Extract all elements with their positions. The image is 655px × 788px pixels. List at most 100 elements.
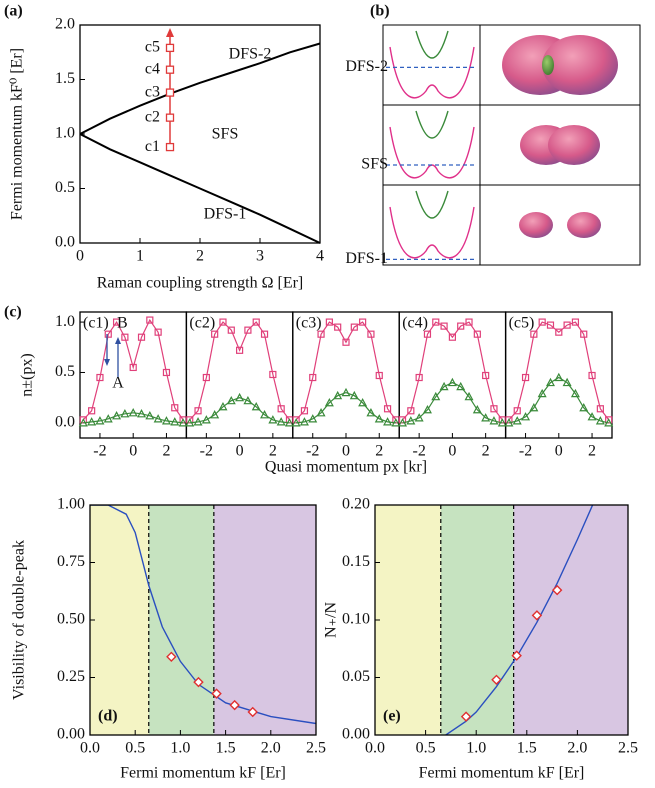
marker xyxy=(473,330,481,338)
panel-label: (d) xyxy=(98,708,118,725)
marker xyxy=(571,318,580,326)
boundary-line xyxy=(79,133,321,244)
region-band xyxy=(440,505,514,735)
marker xyxy=(537,388,547,398)
marker xyxy=(276,417,286,426)
marker xyxy=(334,323,342,331)
diagram-frame xyxy=(382,24,641,266)
data-point xyxy=(193,676,204,688)
y-tick-label: 0.00 xyxy=(57,726,85,743)
marker xyxy=(391,418,401,427)
point xyxy=(165,88,175,97)
y-tick-label: 0.5 xyxy=(55,179,75,196)
marker xyxy=(431,391,441,401)
marker xyxy=(489,416,499,425)
facet-title: (c2) xyxy=(189,315,215,332)
marker xyxy=(398,418,408,427)
marker xyxy=(366,408,376,417)
marker xyxy=(193,417,203,426)
marker xyxy=(317,330,325,338)
arrow-head xyxy=(166,28,174,37)
annotation-arrowhead xyxy=(115,337,121,344)
marker xyxy=(513,407,521,415)
marker xyxy=(341,387,351,397)
marker xyxy=(87,417,97,426)
fermi-surface xyxy=(519,212,553,238)
marker xyxy=(464,391,474,401)
series-line xyxy=(83,412,184,424)
marker xyxy=(422,405,432,414)
region-band xyxy=(90,505,149,735)
boundary-line xyxy=(79,42,321,135)
x-tick-label: 2.0 xyxy=(261,740,281,757)
marker xyxy=(300,407,309,415)
y-tick-label: 2.0 xyxy=(55,16,75,33)
data-point xyxy=(511,650,522,661)
x-tick-label: 2 xyxy=(162,443,170,460)
marker xyxy=(439,381,449,391)
marker xyxy=(440,322,448,330)
marker xyxy=(538,318,546,326)
marker xyxy=(277,405,285,413)
x-tick-label: 0 xyxy=(342,443,350,460)
data-point xyxy=(166,651,177,663)
marker xyxy=(308,414,318,423)
marker xyxy=(260,410,270,419)
x-axis-label: Fermi momentum kF [Er] xyxy=(120,765,286,782)
marker xyxy=(555,328,563,336)
y-tick-label: 1.00 xyxy=(57,496,85,513)
marker xyxy=(162,368,171,377)
marker xyxy=(349,390,359,400)
x-tick-label: 0.0 xyxy=(80,740,100,757)
marker xyxy=(112,318,121,326)
annotation: B xyxy=(117,315,128,332)
marker xyxy=(260,330,269,338)
x-tick-label: 2 xyxy=(588,443,596,460)
series-line xyxy=(402,381,503,424)
point xyxy=(165,43,175,53)
series-line xyxy=(508,321,610,421)
marker xyxy=(587,412,597,421)
marker xyxy=(530,330,538,338)
marker xyxy=(219,318,227,326)
facet-title: (c3) xyxy=(296,315,322,332)
marker xyxy=(170,417,180,426)
region-label: DFS-2 xyxy=(229,46,272,63)
y-axis-label: N₊/N xyxy=(323,602,340,638)
data-point xyxy=(531,610,543,621)
point-label: c4 xyxy=(145,60,160,77)
marker xyxy=(146,316,154,324)
point-label: c3 xyxy=(145,83,160,100)
y-tick-label: 0.25 xyxy=(57,668,85,685)
marker xyxy=(104,330,112,338)
x-tick-label: 0.5 xyxy=(125,740,145,757)
x-tick-label: 2.5 xyxy=(618,740,638,757)
y-tick-label: 0.0 xyxy=(55,414,75,431)
upper-band xyxy=(415,30,449,59)
panel-label: (b) xyxy=(370,3,390,20)
marker xyxy=(521,373,530,382)
x-tick-label: 2 xyxy=(375,443,383,460)
x-tick-label: -2 xyxy=(519,443,532,460)
region-band xyxy=(513,505,628,735)
data-point xyxy=(491,674,502,686)
y-axis-label: Fermi momentum kF⁰ [Er] xyxy=(9,48,26,220)
marker xyxy=(447,377,457,387)
series-line xyxy=(295,321,397,421)
x-tick-label: -2 xyxy=(306,443,319,460)
marker xyxy=(95,416,105,425)
marker xyxy=(563,321,571,329)
x-tick-label: -2 xyxy=(200,443,213,460)
marker xyxy=(194,407,202,415)
panel-label: (a) xyxy=(4,3,23,20)
marker xyxy=(596,405,604,413)
marker xyxy=(171,404,179,412)
marker xyxy=(299,417,309,426)
panel-label: (e) xyxy=(383,708,401,725)
marker xyxy=(128,408,138,417)
marker xyxy=(145,411,155,420)
x-tick-label: 2.0 xyxy=(567,740,587,757)
marker xyxy=(112,411,122,420)
marker xyxy=(482,371,490,380)
facet-title: (c5) xyxy=(509,315,535,332)
